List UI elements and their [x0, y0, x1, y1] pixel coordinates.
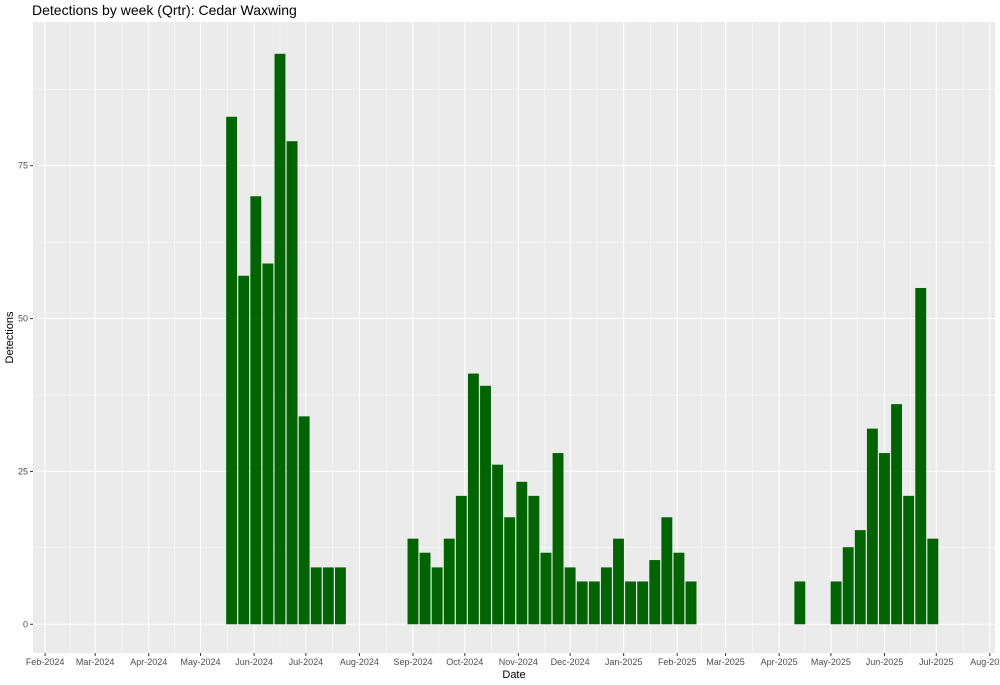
bar: [613, 538, 624, 625]
bar: [794, 581, 806, 625]
x-tick-label: Jul-2025: [919, 657, 954, 667]
x-tick-label: Feb-2024: [26, 657, 65, 667]
x-tick-label: Jan-2025: [605, 657, 643, 667]
bar: [322, 567, 334, 625]
bar: [891, 404, 902, 625]
bar: [915, 287, 927, 625]
bar: [927, 538, 939, 625]
bar: [286, 141, 298, 625]
bar: [600, 567, 612, 625]
bar: [842, 547, 854, 625]
bar: [625, 581, 637, 625]
y-axis: 0 25 50 75: [18, 161, 33, 629]
bar: [250, 196, 262, 625]
x-axis: Feb-2024 Mar-2024 Apr-2024 May-2024 Jun-2024…: [26, 653, 1000, 667]
major-grid-x: [44, 22, 991, 653]
bar: [685, 581, 697, 625]
y-tick-label: 50: [18, 314, 28, 324]
y-axis-title: Detections: [4, 311, 16, 363]
bar: [661, 517, 673, 625]
bar: [903, 495, 915, 625]
bar: [480, 385, 491, 625]
bar: [226, 116, 238, 625]
x-tick-label: Nov-2024: [499, 657, 538, 667]
y-tick-label: 75: [18, 161, 28, 171]
bar: [879, 453, 890, 625]
x-tick-label: Apr-2024: [130, 657, 167, 667]
bar: [564, 567, 576, 625]
bar: [262, 263, 274, 625]
bar: [238, 275, 250, 625]
x-axis-title: Date: [502, 669, 525, 681]
x-tick-label: Mar-2025: [706, 657, 745, 667]
bar: [407, 538, 419, 625]
bar: [274, 53, 286, 625]
bar: [854, 530, 866, 625]
bar: [467, 373, 479, 625]
bar: [673, 552, 685, 625]
bar: [516, 481, 528, 625]
bar: [334, 567, 346, 625]
x-tick-label: Dec-2024: [551, 657, 590, 667]
bar: [310, 567, 322, 625]
bar: [866, 428, 878, 625]
x-tick-label: Feb-2025: [658, 657, 697, 667]
bar: [637, 581, 649, 625]
bar: [443, 538, 455, 625]
x-tick-label: Aug-2025: [970, 657, 1000, 667]
chart-title: Detections by week (Qrtr): Cedar Waxwing: [32, 2, 297, 18]
bar: [552, 453, 564, 625]
x-tick-label: May-2025: [811, 657, 851, 667]
bar: [455, 495, 467, 625]
bar: [649, 560, 661, 625]
y-tick-label: 0: [23, 619, 28, 629]
bar: [298, 416, 310, 625]
x-tick-label: Mar-2024: [76, 657, 115, 667]
x-tick-label: Sep-2024: [393, 657, 432, 667]
bar: [528, 495, 540, 625]
bar: [431, 567, 443, 625]
bar: [504, 517, 516, 625]
bar: [540, 552, 552, 625]
y-tick-label: 25: [18, 466, 28, 476]
bar: [419, 552, 431, 625]
bar-series: [226, 53, 939, 625]
x-tick-label: Apr-2025: [761, 657, 798, 667]
bar: [588, 581, 600, 625]
bar: [830, 581, 842, 625]
x-tick-label: Jun-2025: [866, 657, 904, 667]
bar: [492, 464, 504, 625]
x-tick-label: Jul-2024: [289, 657, 324, 667]
x-tick-label: Aug-2024: [340, 657, 379, 667]
x-tick-label: May-2024: [181, 657, 221, 667]
bar: [576, 581, 588, 625]
x-tick-label: Jun-2024: [235, 657, 273, 667]
x-tick-label: Oct-2024: [446, 657, 483, 667]
